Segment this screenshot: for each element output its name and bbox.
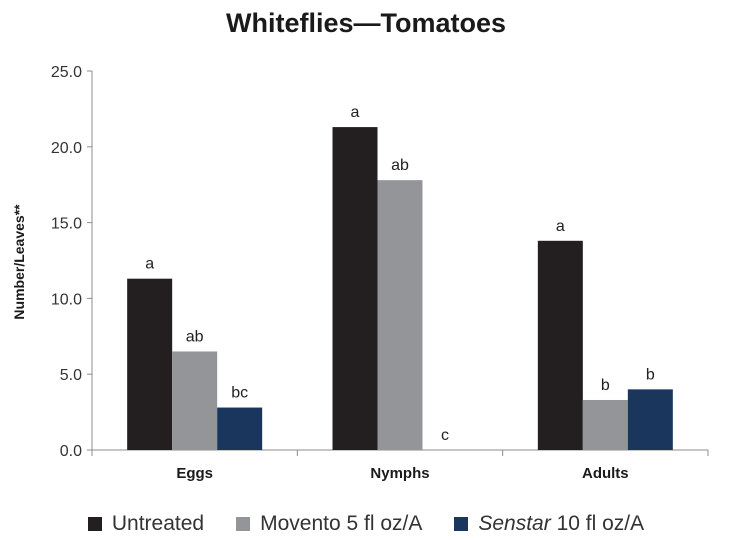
y-tick-label: 5.0 bbox=[60, 367, 82, 384]
legend-swatch-senstar bbox=[454, 517, 469, 531]
bar bbox=[582, 399, 628, 450]
legend-swatch-untreated bbox=[87, 517, 102, 531]
y-tick-label: 15.0 bbox=[51, 216, 82, 233]
data-label: a bbox=[351, 104, 360, 121]
data-label: ab bbox=[186, 328, 204, 345]
legend-label-senstar-italic: Senstar bbox=[478, 512, 551, 535]
y-tick-label: 10.0 bbox=[51, 291, 82, 308]
x-tick-label: Nymphs bbox=[370, 465, 429, 482]
y-tick-label: 25.0 bbox=[51, 64, 82, 81]
y-tick-label: 20.0 bbox=[51, 140, 82, 157]
y-tick-label: 0.0 bbox=[60, 443, 82, 460]
legend-item-movento: Movento 5 fl oz/A bbox=[236, 512, 422, 536]
data-label: a bbox=[556, 218, 565, 235]
bar bbox=[377, 180, 423, 451]
y-axis-label: Number/Leaves** bbox=[11, 204, 27, 320]
x-tick-label: Adults bbox=[582, 465, 629, 482]
chart-title: Whiteflies—Tomatoes bbox=[225, 8, 507, 38]
legend-item-senstar: Senstar 10 fl oz/A bbox=[454, 512, 644, 536]
bar-chart: 0.0 5.0 10.0 15.0 20.0 25.0 Number/Leaves** Egg… bbox=[11, 64, 709, 482]
bar bbox=[627, 389, 673, 450]
legend-label-movento: Movento 5 fl oz/A bbox=[260, 512, 423, 535]
bar bbox=[127, 278, 173, 450]
x-tick-label: Eggs bbox=[176, 465, 213, 482]
data-label: b bbox=[601, 377, 610, 394]
data-label: bc bbox=[231, 385, 248, 402]
bar bbox=[537, 240, 583, 450]
legend-label-untreated: Untreated bbox=[111, 512, 205, 535]
legend-label-senstar-rest: 10 fl oz/A bbox=[550, 512, 645, 535]
legend-swatch-movento bbox=[236, 517, 251, 531]
legend-label-senstar: Senstar 10 fl oz/A bbox=[478, 512, 644, 536]
data-label: a bbox=[145, 256, 154, 273]
data-label: b bbox=[646, 366, 655, 383]
data-label: c bbox=[441, 427, 449, 444]
bar bbox=[217, 407, 263, 450]
legend-item-untreated: Untreated bbox=[87, 512, 205, 536]
legend: Untreated Movento 5 fl oz/A Senstar 10 f… bbox=[0, 512, 732, 536]
bar bbox=[332, 127, 378, 450]
data-label: ab bbox=[391, 157, 409, 174]
bar bbox=[172, 351, 218, 450]
